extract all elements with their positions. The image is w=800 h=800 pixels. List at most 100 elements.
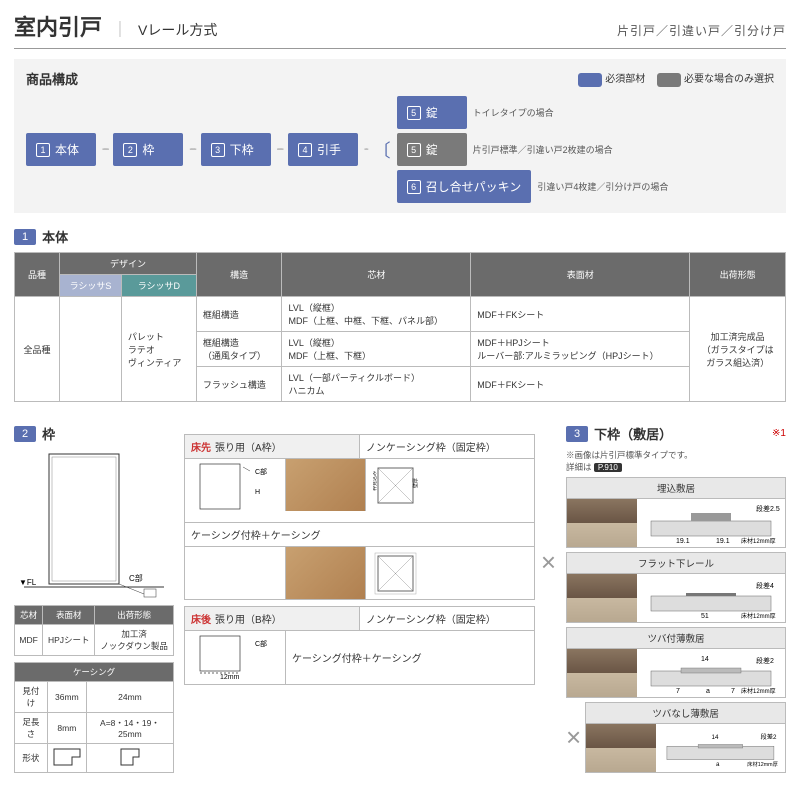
td-hinshu: 全品種 [15, 297, 60, 402]
panel-a-nc: ノンケーシング枠（固定枠） [359, 435, 534, 458]
flow-box-2: 2枠 [113, 133, 183, 166]
sill-2: フラット下レール 段差451床材12mm厚 [566, 552, 786, 623]
cross-icon-2: × [566, 722, 581, 753]
c1a: 見付け [15, 682, 48, 713]
th-design: デザイン [60, 253, 197, 275]
fl-label: ▼FL [19, 578, 37, 587]
mth3: 出荷形態 [95, 606, 174, 625]
sill-2-title: フラット下レール [567, 553, 785, 574]
svg-text:51: 51 [701, 613, 709, 620]
th-hinshu: 品種 [15, 253, 60, 297]
note-6: 引違い戸4枚建／引分け戸の場合 [537, 180, 668, 193]
panel-a-header: 床先張り用（A枠） [185, 435, 359, 458]
flow-box-6: 6召し合せパッキン [397, 170, 532, 203]
sill-note: ※画像は片引戸標準タイプです。 詳細は P.910 [566, 449, 786, 473]
sill-1-title: 埋込敷居 [567, 478, 785, 499]
svg-text:壁厚: 壁厚 [412, 477, 418, 487]
section-2-header: 2 枠 [14, 424, 174, 443]
shape-dia-1: 36 [47, 744, 86, 773]
svg-text:24: 24 [127, 747, 134, 749]
svg-text:C部: C部 [129, 573, 143, 583]
svg-text:7: 7 [731, 688, 735, 695]
panel-b-diagram: C部 12mm [185, 631, 285, 684]
svg-text:14: 14 [712, 734, 719, 741]
svg-text:12mm: 12mm [220, 674, 240, 681]
panel-a-spacer [185, 547, 285, 599]
page-header: 室内引戸 ｜ Vレール方式 片引戸／引違い戸／引分け戸 [14, 10, 786, 49]
panel-a-img1 [285, 459, 365, 511]
sill-1: 埋込敷居 段差2.5 19.1 19.1 床材12mm厚 [566, 477, 786, 548]
th-hyomen: 表面材 [471, 253, 690, 297]
sill-3: ツバ付薄敷居 14段差27a7床材12mm厚 [566, 627, 786, 698]
section-2-title: 枠 [42, 424, 55, 443]
svg-text:14: 14 [701, 656, 709, 663]
section-3-header: 3 下枠（敷居） ※1 [566, 424, 786, 443]
flow-diagram: 1本体 ---- 2枠 ---- 3下枠 ---- 4引手 -- 〔 5錠トイレ… [26, 96, 774, 203]
mth1: 芯材 [15, 606, 43, 625]
note-5a: トイレタイプの場合 [473, 106, 554, 119]
svg-text:床材12mm厚: 床材12mm厚 [741, 537, 776, 545]
cross-icon-1: × [541, 547, 556, 578]
section-1-title: 本体 [42, 227, 68, 246]
svg-text:19.1: 19.1 [676, 538, 690, 545]
panel-b-header: 床後張り用（B枠） [185, 607, 359, 630]
svg-text:段差2: 段差2 [756, 656, 774, 665]
panel-b-kc: ケーシング付枠＋ケーシング [285, 631, 534, 684]
th-shukka: 出荷形態 [690, 253, 786, 297]
panel-a-kc: ケーシング付枠＋ケーシング [185, 523, 534, 546]
spec-table: 品種 デザイン 構造 芯材 表面材 出荷形態 ラシッサS ラシッサD 全品種 パ… [14, 252, 786, 402]
sill-1-dia: 段差2.5 19.1 19.1 床材12mm厚 [637, 499, 785, 547]
c2c: A=8・14・19・25mm [86, 713, 173, 744]
frame-spec-table: 芯材表面材出荷形態 MDFHPJシート加工済 ノックダウン製品 [14, 605, 174, 656]
td-k1: 框組構造 [196, 297, 282, 332]
sill-4-dia: 14段差2a床材12mm厚 [656, 724, 785, 772]
svg-text:a: a [706, 688, 710, 695]
page-title: 室内引戸 [14, 10, 102, 42]
sill-4: ツバなし薄敷居 14段差2a床材12mm厚 [585, 702, 786, 773]
section-1-header: 1 本体 [14, 227, 786, 246]
svg-text:床材12mm厚: 床材12mm厚 [747, 760, 778, 768]
sill-4-img [586, 724, 656, 772]
td-d2: パレット ラテオ ヴィンティア [121, 297, 196, 402]
mtd1: MDF [15, 625, 43, 656]
svg-text:段差2: 段差2 [761, 733, 777, 741]
shape-dia-2: 24 [86, 744, 173, 773]
svg-text:枠見込み: 枠見込み [373, 470, 378, 490]
th-kouzo: 構造 [196, 253, 282, 297]
panel-a-diagram: C部H [185, 459, 285, 522]
td-s3: LVL（一部パーティクルボード） ハニカム [282, 367, 471, 402]
svg-text:19.1: 19.1 [716, 538, 730, 545]
panel-b-nc: ノンケーシング枠（固定枠） [359, 607, 534, 630]
separator: ｜ [112, 16, 128, 40]
sill-4-title: ツバなし薄敷居 [586, 703, 785, 724]
c2b: 8mm [47, 713, 86, 744]
section-3-ref: ※1 [772, 428, 786, 439]
swatch-optional [657, 73, 681, 87]
svg-text:床材12mm厚: 床材12mm厚 [741, 687, 776, 695]
casing-table: ケーシング 見付け36mm24mm 足長さ8mmA=8・14・19・25mm 形… [14, 662, 174, 773]
sill-2-dia: 段差451床材12mm厚 [637, 574, 785, 622]
flow-box-4: 4引手 [288, 133, 358, 166]
td-d1 [60, 297, 122, 402]
c2a: 足長さ [15, 713, 48, 744]
swatch-required [578, 73, 602, 87]
td-h2: MDF＋HPJシート ルーバー部:アルミラッピング（HPJシート） [471, 332, 690, 367]
bracket-icon: 〔 [373, 137, 391, 163]
svg-text:C部: C部 [255, 639, 267, 648]
svg-text:36: 36 [64, 747, 71, 749]
section-3-badge: 3 [566, 426, 588, 442]
flow-box-3: 3下枠 [201, 133, 271, 166]
sill-3-img [567, 649, 637, 697]
flow-box-5a: 5錠 [397, 96, 467, 129]
panel-b: 床後張り用（B枠） ノンケーシング枠（固定枠） C部 12mm ケーシング付枠＋ケ… [184, 606, 535, 685]
c3a: 形状 [15, 744, 48, 773]
svg-text:段差2.5: 段差2.5 [756, 504, 780, 513]
sill-3-title: ツバ付薄敷居 [567, 628, 785, 649]
mtd3: 加工済 ノックダウン製品 [95, 625, 174, 656]
td-h1: MDF＋FKシート [471, 297, 690, 332]
legend-opt-text: 必要な場合のみ選択 [684, 74, 774, 85]
svg-text:H: H [255, 489, 260, 496]
sill-3-dia: 14段差27a7床材12mm厚 [637, 649, 785, 697]
td-k3: フラッシュ構造 [196, 367, 282, 402]
td-shk: 加工済完成品 （ガラスタイプは ガラス組込済） [690, 297, 786, 402]
